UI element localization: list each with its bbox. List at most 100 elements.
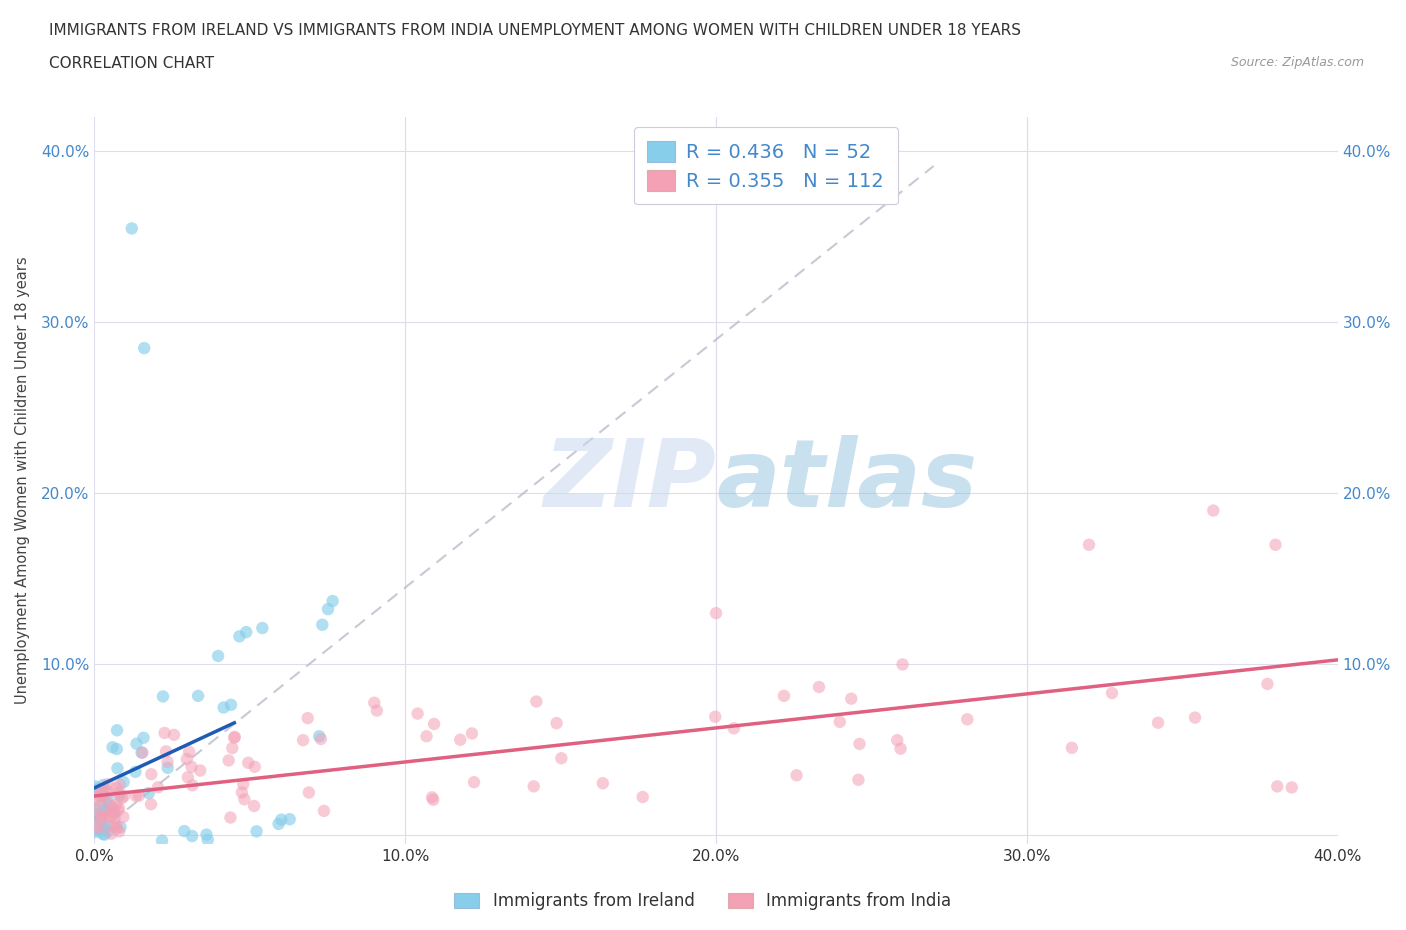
Point — [101, 740, 124, 755]
Point — [98, 785, 121, 800]
Point — [91, 816, 114, 830]
Point — [91, 827, 114, 842]
Point — [90, 812, 112, 827]
Point — [103, 804, 125, 819]
Point — [156, 761, 179, 776]
Point — [93, 821, 115, 836]
Point — [107, 785, 129, 800]
Point — [231, 785, 253, 800]
Point — [107, 803, 129, 817]
Point — [363, 696, 385, 711]
Point — [150, 833, 173, 848]
Point — [1101, 685, 1123, 700]
Point — [207, 648, 229, 663]
Point — [125, 737, 148, 751]
Point — [221, 740, 243, 755]
Point — [84, 820, 107, 835]
Point — [243, 760, 266, 775]
Point — [89, 798, 111, 813]
Text: Source: ZipAtlas.com: Source: ZipAtlas.com — [1230, 56, 1364, 69]
Point — [956, 711, 979, 726]
Point — [173, 824, 195, 839]
Point — [84, 805, 107, 820]
Point — [98, 797, 121, 812]
Point — [631, 790, 654, 804]
Point — [308, 729, 330, 744]
Text: CORRELATION CHART: CORRELATION CHART — [49, 56, 214, 71]
Point — [523, 779, 546, 794]
Point — [93, 827, 115, 842]
Point — [103, 818, 125, 833]
Point — [90, 809, 112, 824]
Point — [243, 799, 266, 814]
Point — [89, 793, 111, 808]
Point — [90, 786, 112, 801]
Point — [93, 803, 115, 817]
Point — [807, 680, 830, 695]
Point — [848, 737, 870, 751]
Point — [212, 700, 235, 715]
Point — [93, 789, 115, 804]
Point — [180, 760, 202, 775]
Point — [312, 804, 335, 818]
Point — [1060, 740, 1083, 755]
Point — [105, 723, 128, 737]
Point — [89, 811, 111, 826]
Point — [90, 784, 112, 799]
Point — [773, 688, 796, 703]
Point — [890, 741, 912, 756]
Point — [94, 810, 117, 825]
Point — [187, 688, 209, 703]
Point — [98, 808, 121, 823]
Point — [110, 819, 132, 834]
Point — [112, 789, 135, 804]
Point — [90, 790, 112, 804]
Point — [105, 821, 128, 836]
Point — [128, 789, 150, 804]
Point — [218, 753, 240, 768]
Text: ZIP: ZIP — [543, 434, 716, 526]
Point — [107, 761, 129, 776]
Point — [245, 824, 267, 839]
Point — [84, 825, 107, 840]
Point — [1281, 780, 1303, 795]
Point — [101, 800, 124, 815]
Point — [252, 620, 274, 635]
Point — [91, 783, 114, 798]
Point — [138, 786, 160, 801]
Point — [131, 745, 153, 760]
Point — [550, 751, 572, 765]
Point — [449, 732, 471, 747]
Point — [233, 791, 256, 806]
Point — [1078, 538, 1101, 552]
Point — [100, 826, 122, 841]
Point — [87, 814, 110, 829]
Point — [179, 744, 201, 759]
Point — [97, 777, 120, 791]
Point — [97, 824, 120, 839]
Point — [105, 817, 128, 832]
Point — [219, 810, 242, 825]
Point — [235, 625, 257, 640]
Point — [181, 777, 204, 792]
Point — [423, 716, 446, 731]
Point — [322, 593, 344, 608]
Point — [124, 764, 146, 779]
Point — [86, 808, 108, 823]
Point — [422, 792, 444, 807]
Point — [98, 798, 121, 813]
Point — [704, 605, 727, 620]
Point — [420, 790, 443, 804]
Point — [224, 729, 246, 744]
Point — [1147, 715, 1170, 730]
Point — [131, 745, 153, 760]
Point — [101, 805, 124, 820]
Point — [121, 221, 143, 236]
Point — [132, 730, 155, 745]
Y-axis label: Unemployment Among Women with Children Under 18 years: Unemployment Among Women with Children U… — [15, 257, 30, 704]
Text: IMMIGRANTS FROM IRELAND VS IMMIGRANTS FROM INDIA UNEMPLOYMENT AMONG WOMEN WITH C: IMMIGRANTS FROM IRELAND VS IMMIGRANTS FR… — [49, 23, 1021, 38]
Point — [108, 824, 131, 839]
Point — [97, 817, 120, 832]
Point — [177, 770, 200, 785]
Point — [546, 716, 568, 731]
